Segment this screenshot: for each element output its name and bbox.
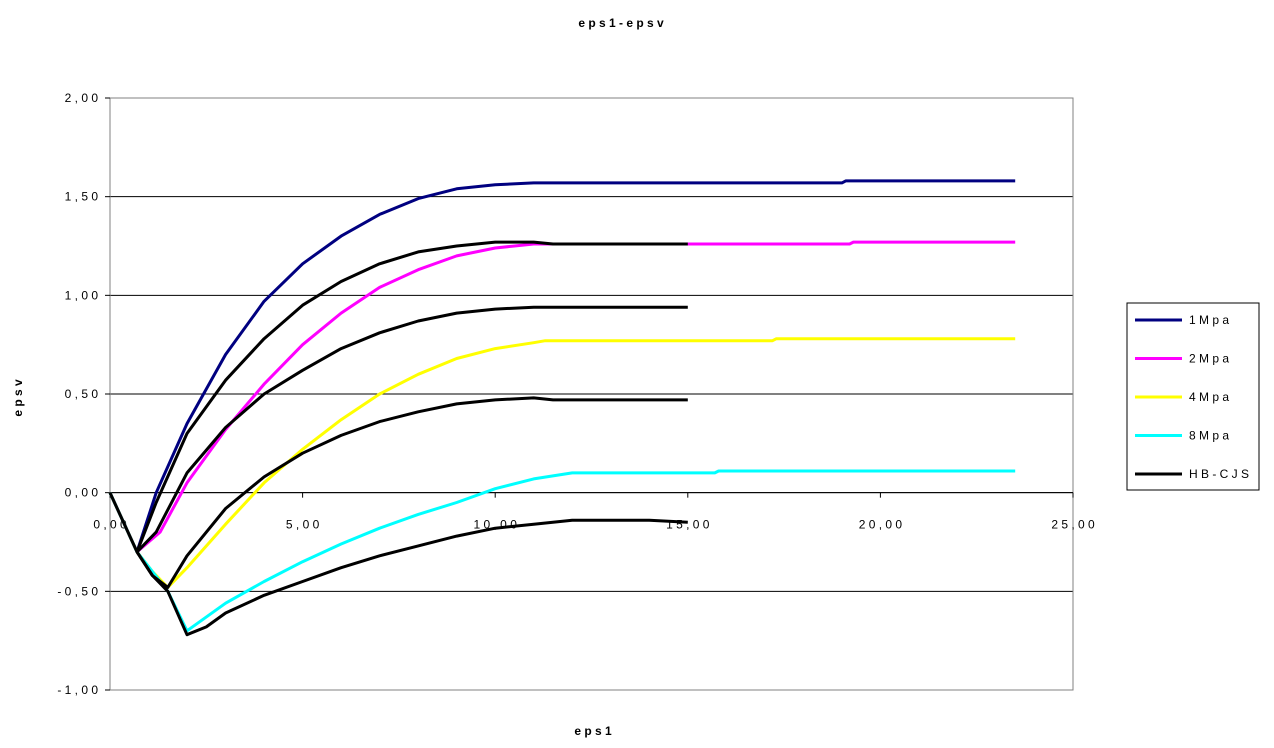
x-axis-label: e p s 1 (574, 724, 612, 738)
series-line (108, 240, 1016, 554)
y-axis-label: e p s v (11, 379, 25, 417)
y-tick-label: - 0 , 5 0 (57, 584, 98, 598)
y-tick-label: 1 , 0 0 (65, 288, 99, 302)
series-line (135, 518, 688, 637)
legend-label: 1 M p a (1189, 313, 1229, 327)
grid (110, 97, 1073, 592)
series-group (108, 179, 1016, 637)
y-tick-label: 1 , 5 0 (65, 190, 99, 204)
legend-label: H B - C J S (1189, 467, 1249, 481)
x-tick-label: 1 5 , 0 0 (666, 518, 710, 532)
y-tick-label: 2 , 0 0 (65, 91, 99, 105)
y-tick-label: - 1 , 0 0 (57, 683, 98, 697)
series-line (135, 396, 688, 589)
y-tick-label: 0 , 0 0 (65, 486, 99, 500)
legend-label: 4 M p a (1189, 390, 1229, 404)
axes: - 1 , 0 0 - 0 , 5 0 0 , 0 0 0 , 5 0 1 , 0 0 1… (57, 91, 1095, 697)
x-tick-label: 2 5 , 0 0 (1051, 518, 1095, 532)
chart-title: e p s 1 - e p s v (578, 16, 664, 30)
y-tick-label: 0 , 5 0 (65, 387, 99, 401)
series-line (108, 337, 1016, 589)
legend-label: 2 M p a (1189, 352, 1229, 366)
legend-label: 8 M p a (1189, 429, 1229, 443)
series-line (108, 240, 688, 554)
legend: 1 M p a 2 M p a 4 M p a 8 M p a H B - C J S (1126, 302, 1260, 491)
x-tick-label: 0 , 0 0 (93, 518, 127, 532)
series-line (108, 469, 1016, 633)
series-line (135, 305, 688, 553)
series-line (108, 179, 1016, 554)
x-tick-label: 2 0 , 0 0 (859, 518, 903, 532)
x-tick-label: 5 , 0 0 (286, 518, 320, 532)
